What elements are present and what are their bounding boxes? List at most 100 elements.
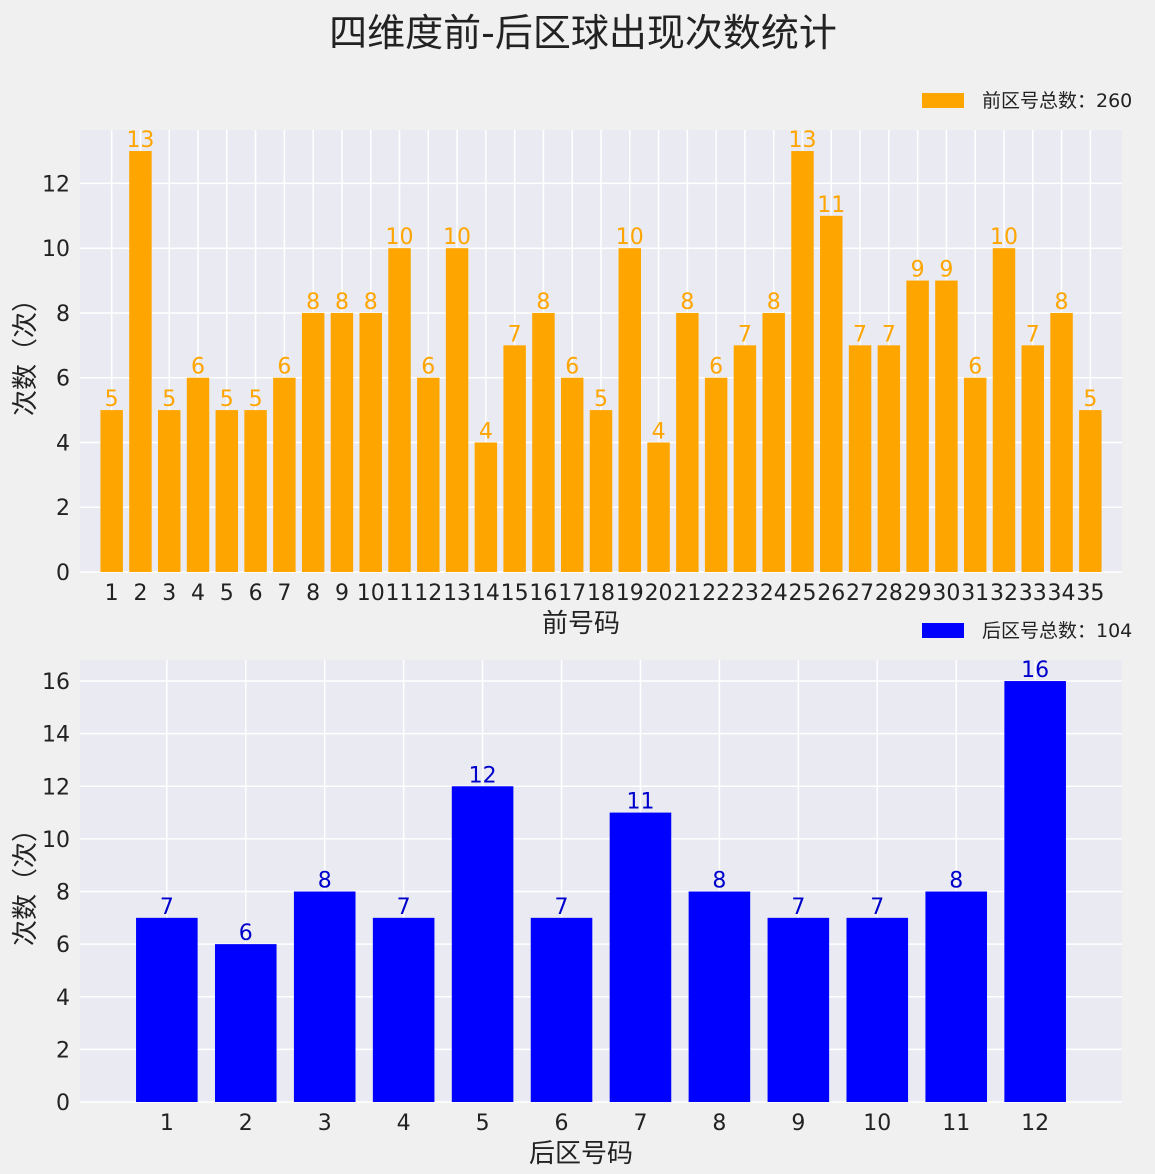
back-value-label: 8 xyxy=(949,869,963,894)
front-bar-20 xyxy=(647,442,670,572)
front-bar-13 xyxy=(445,248,469,572)
back-bar-4 xyxy=(372,917,435,1102)
front-bar-27 xyxy=(848,345,872,572)
back-bar-10 xyxy=(846,917,909,1102)
front-x-tick-label: 20 xyxy=(645,581,673,606)
front-value-label: 7 xyxy=(882,322,896,347)
back-x-tick-label: 9 xyxy=(791,1111,805,1136)
front-value-label: 9 xyxy=(939,258,953,283)
back-x-tick-label: 5 xyxy=(476,1111,490,1136)
front-value-label: 8 xyxy=(306,290,320,315)
front-x-tick-label: 32 xyxy=(990,581,1018,606)
back-x-tick-label: 4 xyxy=(397,1111,411,1136)
back-x-tick-label: 7 xyxy=(633,1111,647,1136)
front-value-label: 5 xyxy=(594,387,608,412)
front-bar-12 xyxy=(417,377,440,572)
front-bar-5 xyxy=(215,410,239,572)
back-x-tick-label: 8 xyxy=(712,1111,726,1136)
front-bar-11 xyxy=(388,248,411,572)
front-value-label: 6 xyxy=(277,355,291,380)
back-bar-chart: 0246810121416716283741257611788797108111… xyxy=(11,620,1132,1169)
front-x-tick-label: 6 xyxy=(249,581,263,606)
back-legend-label: 后区号总数：104 xyxy=(982,620,1132,642)
front-bar-34 xyxy=(1050,312,1073,572)
front-bar-3 xyxy=(158,410,181,572)
front-bar-17 xyxy=(560,377,584,572)
back-bar-2 xyxy=(214,944,277,1102)
front-value-label: 8 xyxy=(680,290,694,315)
front-x-tick-label: 1 xyxy=(105,581,119,606)
front-y-tick-label: 8 xyxy=(56,302,70,327)
front-x-tick-label: 7 xyxy=(277,581,291,606)
back-bar-8 xyxy=(688,891,751,1102)
front-x-tick-label: 35 xyxy=(1076,581,1104,606)
back-bar-9 xyxy=(767,917,830,1102)
back-y-tick-label: 0 xyxy=(56,1091,70,1116)
back-legend: 后区号总数：104 xyxy=(922,620,1132,642)
back-legend-swatch xyxy=(922,623,964,638)
front-x-tick-label: 23 xyxy=(731,581,759,606)
front-value-label: 10 xyxy=(443,225,471,250)
front-x-tick-label: 13 xyxy=(443,581,471,606)
back-y-tick-label: 2 xyxy=(56,1038,70,1063)
front-value-label: 10 xyxy=(386,225,414,250)
front-bar-15 xyxy=(503,345,526,572)
front-x-tick-label: 15 xyxy=(501,581,529,606)
front-value-label: 13 xyxy=(788,128,816,153)
front-bar-14 xyxy=(474,442,498,572)
front-value-label: 8 xyxy=(767,290,781,315)
front-bar-1 xyxy=(100,410,123,572)
front-bar-26 xyxy=(820,215,843,573)
front-x-tick-label: 3 xyxy=(162,581,176,606)
front-value-label: 5 xyxy=(105,387,119,412)
back-value-label: 8 xyxy=(712,869,726,894)
front-value-label: 6 xyxy=(421,355,435,380)
front-bar-28 xyxy=(877,345,901,572)
back-x-tick-label: 12 xyxy=(1021,1111,1049,1136)
front-x-tick-label: 11 xyxy=(386,581,414,606)
front-bar-24 xyxy=(762,312,785,572)
front-value-label: 10 xyxy=(990,225,1018,250)
front-x-tick-label: 30 xyxy=(932,581,960,606)
back-x-tick-label: 2 xyxy=(239,1111,253,1136)
front-x-tick-label: 8 xyxy=(306,581,320,606)
front-value-label: 7 xyxy=(1026,322,1040,347)
front-x-tick-label: 26 xyxy=(817,581,845,606)
back-bar-11 xyxy=(925,891,988,1102)
back-y-tick-label: 6 xyxy=(56,933,70,958)
front-value-label: 6 xyxy=(709,355,723,380)
back-bar-3 xyxy=(293,891,356,1102)
back-value-label: 11 xyxy=(626,790,654,815)
front-x-tick-label: 22 xyxy=(702,581,730,606)
front-bar-22 xyxy=(704,377,728,572)
back-x-axis-label: 后区号码 xyxy=(529,1139,633,1169)
front-x-tick-label: 31 xyxy=(961,581,989,606)
front-value-label: 11 xyxy=(817,193,845,218)
front-x-tick-label: 4 xyxy=(191,581,205,606)
front-bar-6 xyxy=(244,410,267,572)
front-value-label: 10 xyxy=(616,225,644,250)
front-x-tick-label: 25 xyxy=(788,581,816,606)
back-value-label: 12 xyxy=(469,763,497,788)
back-value-label: 7 xyxy=(791,895,805,920)
front-bar-19 xyxy=(618,248,642,572)
back-value-label: 7 xyxy=(397,895,411,920)
front-value-label: 13 xyxy=(126,128,154,153)
front-bar-30 xyxy=(935,280,958,572)
front-value-label: 6 xyxy=(565,355,579,380)
back-bar-6 xyxy=(530,917,593,1102)
front-x-tick-label: 27 xyxy=(846,581,874,606)
back-bar-1 xyxy=(136,917,198,1102)
back-bar-12 xyxy=(1004,681,1066,1102)
front-x-tick-label: 33 xyxy=(1019,581,1047,606)
front-value-label: 8 xyxy=(536,290,550,315)
back-x-tick-label: 11 xyxy=(942,1111,970,1136)
front-y-tick-label: 2 xyxy=(56,496,70,521)
back-value-label: 8 xyxy=(318,869,332,894)
front-value-label: 7 xyxy=(508,322,522,347)
front-bar-31 xyxy=(963,377,987,572)
front-y-tick-label: 10 xyxy=(42,237,70,262)
back-value-label: 16 xyxy=(1021,658,1049,683)
front-bar-33 xyxy=(1021,345,1044,572)
